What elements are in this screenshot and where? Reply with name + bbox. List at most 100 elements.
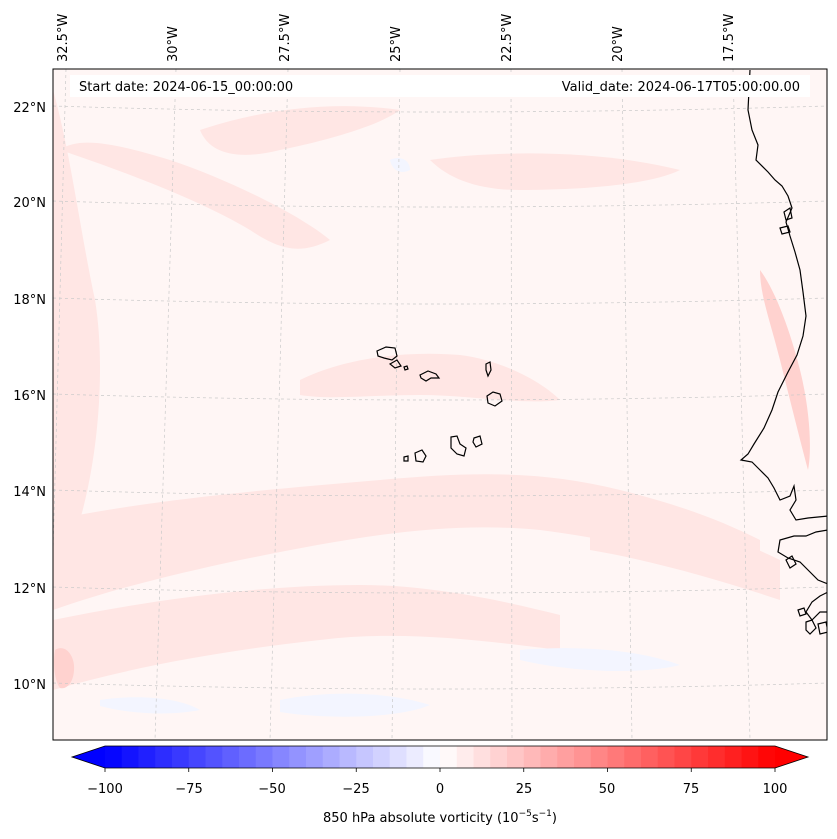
colorbar-tick-label: 0 xyxy=(436,782,444,797)
colorbar-tick-label: −25 xyxy=(342,782,369,797)
colorbar-tick-label: 25 xyxy=(516,782,533,797)
lon-label: 30°W xyxy=(166,26,181,62)
colorbar-segment xyxy=(121,746,139,768)
longitude-gridline xyxy=(621,69,633,740)
colorbar-segment xyxy=(624,746,642,768)
bijagos-island-4 xyxy=(785,555,797,569)
colorbar-segment xyxy=(255,746,273,768)
colorbar-segment xyxy=(674,746,692,768)
graticule xyxy=(53,69,827,740)
longitude-gridline xyxy=(510,69,513,740)
bijagos-island-1 xyxy=(805,619,817,635)
colorbar-label: 850 hPa absolute vorticity (10−5s−1) xyxy=(323,809,557,826)
valid-date-label: Valid_date: 2024-06-17T05:00:00.00 xyxy=(562,80,800,95)
colorbar-segment xyxy=(724,746,742,768)
brava-island xyxy=(403,455,409,462)
latitude-gridline xyxy=(53,200,827,208)
southeast-vorticity-band xyxy=(590,519,780,600)
africa-coastline xyxy=(739,69,827,521)
island-wake-vorticity xyxy=(54,648,75,689)
latitude-gridline xyxy=(53,682,827,690)
colorbar-tick-label: 100 xyxy=(763,782,788,797)
colorbar: −100 −75 −50 −25 0 25 50 75 100 850 hPa … xyxy=(70,745,810,826)
north-negative-patch xyxy=(390,158,410,172)
colorbar-segment xyxy=(574,746,592,768)
guinea-coastline xyxy=(805,591,827,621)
northeast-vorticity-band xyxy=(430,153,680,190)
colorbar-label-prefix: 850 hPa absolute vorticity (10 xyxy=(323,811,519,826)
colorbar-tick-label: 75 xyxy=(683,782,700,797)
colorbar-segment xyxy=(205,746,223,768)
latitude-gridline xyxy=(53,105,827,113)
north-central-vorticity-band xyxy=(200,106,400,155)
lat-label: 22°N xyxy=(13,101,46,116)
longitude-gridline xyxy=(391,69,401,740)
colorbar-segment xyxy=(691,746,709,768)
date-annotation-box xyxy=(70,75,810,97)
start-date-label: Start date: 2024-06-15_00:00:00 xyxy=(79,80,293,95)
latitude-gridline xyxy=(53,586,827,594)
colorbar-segment xyxy=(708,746,726,768)
coastal-island-north xyxy=(779,225,791,235)
maio-island xyxy=(472,435,483,448)
sal-island xyxy=(485,361,492,378)
colorbar-segment xyxy=(155,746,173,768)
lat-label: 10°N xyxy=(13,678,46,693)
colorbar-tick-label: 50 xyxy=(599,782,616,797)
colorbar-segment xyxy=(423,746,441,768)
colorbar-segment xyxy=(741,746,759,768)
colorbar-label-exponent: −5 xyxy=(519,809,532,819)
dakar-peninsula xyxy=(783,207,793,221)
colorbar-segment xyxy=(473,746,491,768)
colorbar-label-unit: s xyxy=(532,811,539,826)
longitude-axis: 32.5°W 30°W 27.5°W 25°W 22.5°W 20°W 17.5… xyxy=(56,14,737,62)
colorbar-segment xyxy=(138,746,156,768)
fogo-island xyxy=(414,449,427,463)
colorbar-segment xyxy=(239,746,257,768)
central-vorticity-band xyxy=(53,474,760,610)
colorbar-segment xyxy=(507,746,525,768)
colorbar-segment xyxy=(339,746,357,768)
santo-antao-island xyxy=(376,346,398,361)
colorbar-segment xyxy=(188,746,206,768)
southeast-negative-patch xyxy=(520,648,680,672)
lat-label: 20°N xyxy=(13,196,46,211)
coastline xyxy=(739,69,827,635)
lon-label: 27.5°W xyxy=(278,14,293,62)
southern-vorticity-band xyxy=(53,585,560,690)
positive-vorticity-bands xyxy=(53,90,780,690)
latitude-gridline xyxy=(53,489,827,497)
colorbar-segment xyxy=(456,746,474,768)
colorbar-segments xyxy=(105,746,776,768)
colorbar-segment xyxy=(356,746,374,768)
vorticity-field: Start date: 2024-06-15_00:00:00 Valid_da… xyxy=(53,69,827,740)
colorbar-segment xyxy=(289,746,307,768)
lon-label: 22.5°W xyxy=(500,14,515,62)
lat-label: 14°N xyxy=(13,485,46,500)
colorbar-segment xyxy=(490,746,508,768)
colorbar-ticks xyxy=(104,768,776,772)
colorbar-max-extend xyxy=(775,746,808,768)
santiago-island xyxy=(450,435,467,457)
sao-vicente-island xyxy=(388,359,402,369)
colorbar-segment xyxy=(406,746,424,768)
colorbar-tick-labels: −100 −75 −50 −25 0 25 50 75 100 xyxy=(87,782,787,797)
boa-vista-island xyxy=(486,391,503,407)
colorbar-segment xyxy=(222,746,240,768)
santa-luzia-island xyxy=(403,365,409,371)
lon-label: 32.5°W xyxy=(56,14,71,62)
colorbar-segment xyxy=(322,746,340,768)
guinea-bissau-coastline xyxy=(777,529,827,585)
lat-label: 18°N xyxy=(13,293,46,308)
colorbar-label-suffix: ) xyxy=(552,811,557,826)
southwest-negative-patch xyxy=(100,697,200,714)
lon-label: 25°W xyxy=(389,26,404,62)
colorbar-segment xyxy=(641,746,659,768)
map-frame xyxy=(52,68,828,741)
latitude-gridline xyxy=(53,297,827,305)
colorbar-segment xyxy=(657,746,675,768)
colorbar-tick-label: −100 xyxy=(87,782,123,797)
latitude-gridline xyxy=(53,393,827,401)
colorbar-segment xyxy=(523,746,541,768)
